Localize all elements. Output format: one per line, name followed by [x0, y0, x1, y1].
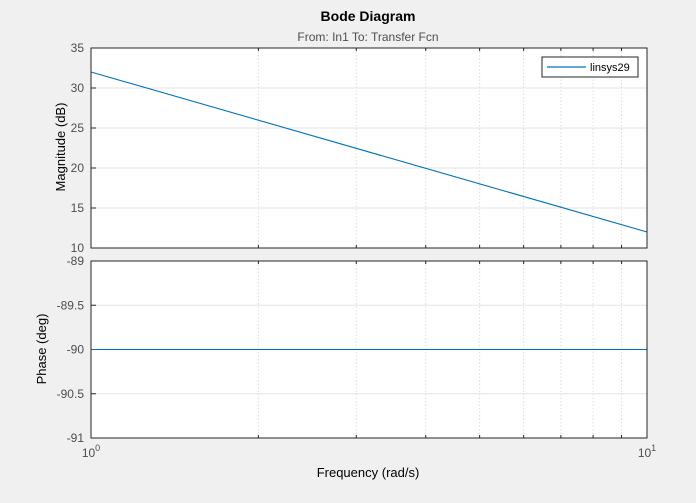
- axes-frame: [90, 47, 648, 249]
- legend-box: [541, 56, 639, 78]
- y-tick-label: 20: [71, 161, 85, 175]
- y-tick-label: -89.5: [57, 298, 85, 312]
- magnitude-panel[interactable]: 10 15 20 25 30 35: [71, 41, 648, 255]
- y-tick-label: 10: [71, 241, 85, 255]
- x-axis-label: Frequency (rad/s): [317, 465, 420, 480]
- x-tick-labels: 100 101: [82, 443, 656, 460]
- series-line-linsys29: [90, 71, 648, 233]
- phase-panel[interactable]: -91 -90.5 -90 -89.5 -89: [57, 254, 648, 445]
- y-tick-label: 25: [71, 121, 85, 135]
- y-tick-label: -90.5: [57, 387, 85, 401]
- legend[interactable]: linsys29: [541, 56, 639, 78]
- chart-title: Bode Diagram: [321, 8, 416, 24]
- plot-area: [91, 48, 647, 248]
- x-tick-label: 100: [82, 443, 100, 460]
- y-tick-label: 15: [71, 201, 85, 215]
- y-tick-label: -89: [67, 254, 85, 268]
- y-tick-label: 30: [71, 81, 85, 95]
- y-tick-label: -90: [67, 343, 85, 357]
- axes-frame: [90, 260, 648, 439]
- y-tick-label: -91: [67, 431, 85, 445]
- x-tick-label: 101: [638, 443, 656, 460]
- y-tick-label: 35: [71, 41, 85, 55]
- magnitude-axis-label: Magnitude (dB): [53, 103, 68, 192]
- chart-subtitle: From: In1 To: Transfer Fcn: [297, 30, 438, 44]
- legend-entry-linsys29: linsys29: [590, 62, 630, 74]
- phase-axis-label: Phase (deg): [34, 314, 49, 385]
